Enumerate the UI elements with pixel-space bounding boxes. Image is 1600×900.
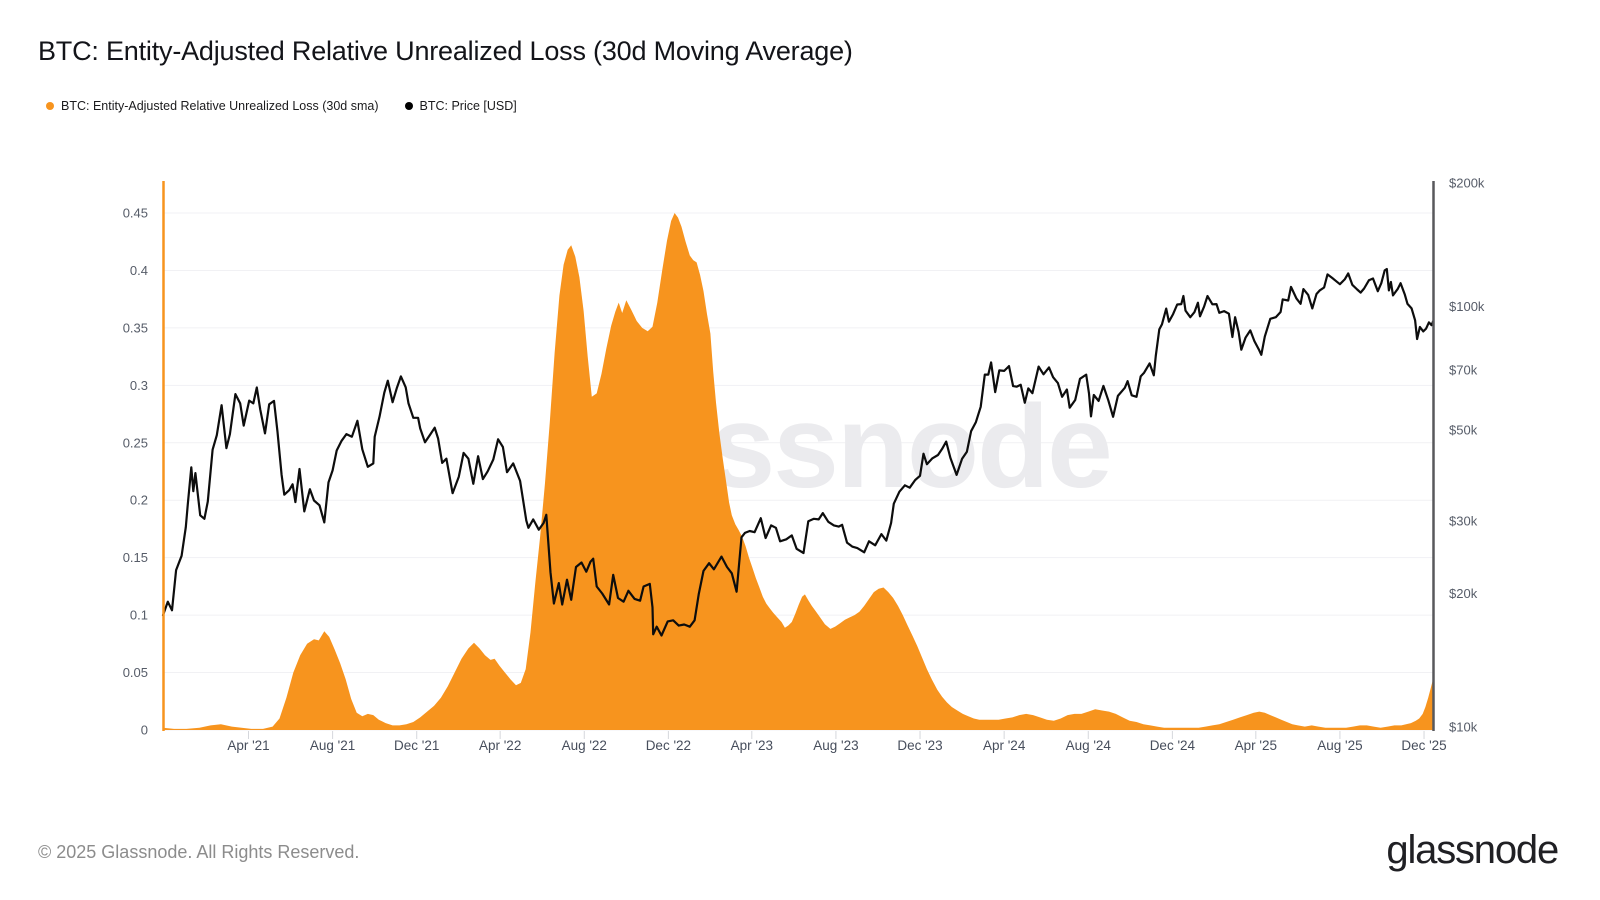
x-tick-label: Apr '23	[731, 738, 773, 753]
right-axis-label: $10k	[1449, 720, 1478, 735]
x-tick-label: Dec '21	[394, 738, 439, 753]
right-axis-label: $20k	[1449, 586, 1478, 601]
right-axis-label: $100k	[1449, 299, 1485, 314]
x-tick-label: Dec '24	[1150, 738, 1196, 753]
left-axis-label: 0.15	[123, 550, 148, 565]
orange-dot-icon	[46, 102, 54, 110]
glassnode-logo: glassnode	[1386, 828, 1559, 872]
page-title: BTC: Entity-Adjusted Relative Unrealized…	[38, 36, 853, 66]
x-tick-label: Aug '23	[813, 738, 858, 753]
left-axis-label: 0.2	[130, 493, 148, 508]
price-line	[161, 267, 1435, 637]
x-tick-label: Apr '21	[227, 738, 269, 753]
right-axis-label: $30k	[1449, 514, 1478, 529]
x-tick-label: Aug '25	[1317, 738, 1362, 753]
left-axis-label: 0.45	[123, 206, 148, 221]
unrealized-loss-area	[163, 213, 1433, 730]
right-axis-label: $50k	[1449, 423, 1478, 438]
right-axis-label: $200k	[1449, 176, 1485, 191]
left-axis-label: 0	[141, 723, 148, 738]
x-tick-label: Apr '22	[479, 738, 521, 753]
right-axis-label: $70k	[1449, 363, 1478, 378]
left-axis-label: 0.1	[130, 608, 148, 623]
x-tick-label: Dec '25	[1401, 738, 1446, 753]
chart-canvas[interactable]: glassnode Apr '21 Aug '21 Dec '21 Apr '22 Aug…	[0, 0, 1600, 810]
left-axis-label: 0.05	[123, 665, 148, 680]
copyright-text: © 2025 Glassnode. All Rights Reserved.	[38, 842, 360, 862]
x-tick-label: Aug '22	[562, 738, 607, 753]
x-tick-label: Dec '23	[897, 738, 942, 753]
x-tick-label: Aug '24	[1066, 738, 1112, 753]
left-axis-label: 0.4	[130, 263, 148, 278]
left-axis-label: 0.35	[123, 320, 148, 335]
x-tick-label: Apr '24	[983, 738, 1026, 753]
legend-label-price: BTC: Price [USD]	[419, 99, 517, 113]
x-tick-label: Apr '25	[1235, 738, 1277, 753]
black-dot-icon	[404, 102, 413, 110]
legend-item-price[interactable]: BTC: Price [USD]	[404, 99, 517, 113]
left-axis-label: 0.3	[130, 378, 148, 393]
legend-item-unrealized-loss[interactable]: BTC: Entity-Adjusted Relative Unrealized…	[46, 99, 379, 113]
x-tick-label: Aug '21	[310, 738, 355, 753]
legend-label-unrealized-loss: BTC: Entity-Adjusted Relative Unrealized…	[61, 99, 379, 113]
legend: BTC: Entity-Adjusted Relative Unrealized…	[46, 99, 517, 113]
left-axis-label: 0.25	[123, 435, 148, 450]
x-tick-label: Dec '22	[646, 738, 691, 753]
